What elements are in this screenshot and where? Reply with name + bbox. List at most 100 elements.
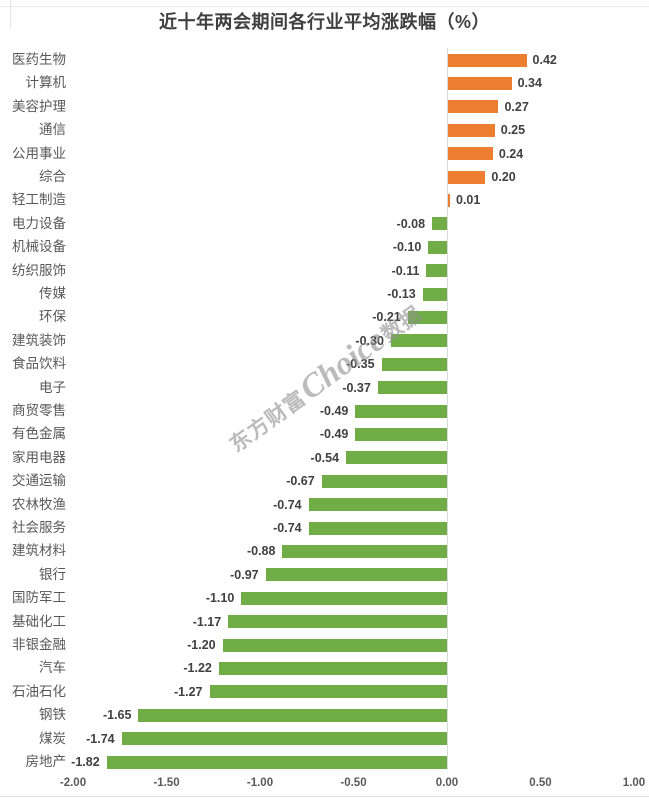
x-axis-tick-label: -2.00	[59, 777, 87, 789]
bar-value-label: -0.30	[355, 333, 384, 348]
category-label: 农林牧渔	[12, 496, 66, 512]
category-label: 电子	[39, 379, 66, 395]
bar-value-label: 0.34	[517, 76, 542, 91]
category-label: 钢铁	[39, 707, 66, 723]
x-axis-tick-label: 0.00	[435, 777, 459, 789]
bar-value-label: -0.10	[392, 240, 422, 255]
category-label: 交通运输	[12, 473, 66, 489]
bar-value-label: -0.21	[372, 310, 401, 325]
bar-negative	[308, 498, 447, 512]
bar-value-label: -0.88	[246, 544, 276, 559]
bar-value-label: 0.01	[456, 193, 481, 208]
bar-negative	[422, 287, 447, 301]
bar-value-label: 0.20	[491, 170, 516, 184]
category-label: 银行	[39, 566, 66, 582]
bar-negative	[121, 732, 447, 746]
bar-positive	[448, 76, 512, 90]
category-label: 建筑材料	[12, 543, 66, 559]
bar-positive	[448, 193, 450, 207]
bar-value-label: -0.37	[342, 380, 371, 395]
bar-negative	[222, 638, 447, 652]
bar-value-label: -0.35	[346, 357, 375, 372]
category-label: 公用事业	[12, 145, 66, 161]
bar-value-label: -1.27	[174, 684, 203, 699]
category-label: 医药生物	[12, 52, 66, 67]
category-label: 有色金属	[12, 426, 66, 442]
bar-negative	[321, 474, 447, 488]
bar-positive	[448, 123, 495, 137]
category-label: 社会服务	[12, 520, 66, 535]
bar-negative	[426, 264, 447, 278]
bar-negative	[407, 310, 447, 324]
bar-value-label: -0.54	[310, 450, 340, 465]
bar-negative	[218, 661, 447, 675]
bar-negative	[241, 591, 447, 605]
bar-value-label: -1.74	[86, 731, 115, 746]
x-axis-tick-label: 0.50	[529, 777, 552, 789]
bar-negative	[432, 217, 447, 231]
category-label: 环保	[39, 309, 66, 325]
bar-value-label: -1.82	[71, 755, 100, 769]
x-axis-tick-label: -0.50	[340, 777, 367, 789]
bar-negative	[355, 427, 447, 441]
category-label: 纺织服饰	[12, 262, 66, 278]
category-label: 传媒	[39, 286, 66, 301]
bar-negative	[106, 755, 447, 769]
category-label: 美容护理	[12, 98, 66, 114]
category-label: 汽车	[39, 660, 66, 676]
x-axis-tick-label: 1.00	[622, 777, 646, 789]
bar-negative	[381, 357, 447, 371]
bar-positive	[448, 100, 499, 114]
bar-value-label: 0.24	[498, 146, 524, 161]
bar-value-label: -1.22	[183, 661, 212, 676]
bar-value-label: 0.25	[500, 123, 526, 138]
x-axis-tick-label: -1.00	[246, 777, 274, 789]
spreadsheet-gridline-top	[0, 6, 649, 7]
bar-negative	[355, 404, 447, 418]
bar-value-label: -0.13	[387, 287, 416, 301]
bar-value-label: -1.65	[102, 708, 132, 723]
category-label: 石油石化	[12, 683, 66, 699]
bar-negative	[265, 568, 447, 582]
bar-value-label: -0.74	[273, 521, 302, 535]
category-label: 非银金融	[12, 637, 66, 652]
bar-negative	[209, 685, 447, 699]
category-label: 轻工制造	[12, 192, 66, 208]
bar-value-label: -0.97	[230, 567, 259, 582]
bar-value-label: -0.11	[391, 263, 420, 278]
bar-value-label: -0.49	[319, 404, 349, 418]
spreadsheet-gridline-bottom	[0, 796, 649, 797]
bar-value-label: 0.27	[504, 99, 529, 114]
bar-value-label: 0.42	[532, 53, 557, 67]
bar-positive	[448, 170, 486, 184]
spreadsheet-gridline-corner	[10, 0, 11, 28]
bar-value-label: -0.08	[396, 216, 426, 231]
category-label: 综合	[39, 169, 66, 184]
bar-value-label: -1.10	[205, 591, 235, 606]
category-label: 通信	[39, 122, 66, 138]
chart-title: 近十年两会期间各行业平均涨跌幅（%）	[158, 12, 490, 32]
bar-negative	[346, 451, 447, 465]
bar-positive	[448, 147, 493, 161]
category-label: 电力设备	[12, 215, 66, 231]
category-label: 计算机	[25, 75, 67, 91]
bar-value-label: -0.74	[273, 497, 302, 512]
x-axis-tick-label: -1.50	[153, 777, 180, 789]
category-label: 建筑装饰	[12, 332, 66, 348]
category-label: 商贸零售	[12, 403, 66, 418]
category-label: 基础化工	[12, 613, 66, 629]
zero-axis-line	[447, 48, 448, 770]
bar-value-label: -0.49	[319, 427, 349, 442]
bar-negative	[390, 334, 447, 348]
category-label: 国防军工	[12, 590, 66, 606]
bar-value-label: -1.20	[187, 638, 216, 652]
category-label: 机械设备	[12, 239, 66, 255]
bar-negative	[138, 708, 447, 722]
category-label: 房地产	[25, 754, 67, 769]
category-label: 煤炭	[39, 730, 66, 746]
bar-negative	[428, 240, 447, 254]
bar-value-label: -0.67	[286, 474, 315, 489]
bar-negative	[308, 521, 447, 535]
